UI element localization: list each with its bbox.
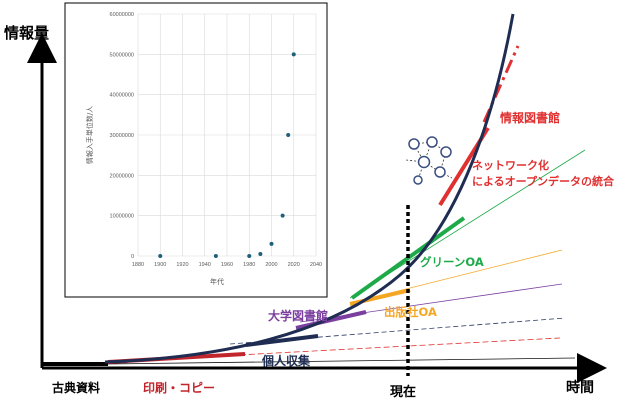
inset-point-2 <box>247 254 252 258</box>
inset-x-tick-label: 1980 <box>243 262 255 268</box>
inset-y-tick-label: 10000000 <box>110 214 134 220</box>
inset-y-tick-label: 20000000 <box>110 173 134 179</box>
inset-point-0 <box>158 254 163 258</box>
now-label: 現在 <box>390 384 416 400</box>
inset-x-tick-label: 1880 <box>132 262 144 268</box>
inset-y-tick-label: 0 <box>131 254 134 260</box>
inset-y-tick-label: 50000000 <box>110 52 134 58</box>
inset-point-4 <box>269 241 274 246</box>
era-segment-library <box>295 310 367 330</box>
inset-x-tick-label: 2020 <box>288 262 300 268</box>
inset-x-axis-label: 年代 <box>210 277 224 286</box>
inset-y-ticks: 0 10000000 20000000 30000000 40000000 5000000… <box>110 12 134 260</box>
inset-chart-frame <box>64 2 328 298</box>
era-label-network-line2: によるオープンデータの統合 <box>472 174 615 188</box>
trend-line-black <box>104 357 576 365</box>
inset-points <box>158 52 296 258</box>
y-axis-label: 情報量 <box>4 24 49 42</box>
inset-chart: 0 10000000 20000000 30000000 40000000 5000000… <box>64 2 328 298</box>
era-label-office: 出版社OA <box>384 305 437 319</box>
inset-point-1 <box>213 254 218 258</box>
era-label-green: グリーンOA <box>420 255 484 269</box>
inset-x-tick-label: 2000 <box>265 262 277 268</box>
inset-x-tick-label: 1940 <box>199 262 211 268</box>
network-graph-icon <box>405 136 453 185</box>
inset-y-tick-label: 60000000 <box>110 12 134 18</box>
inset-y-tick-label: 40000000 <box>110 93 134 99</box>
inset-x-ticks: 1880 1900 1920 1940 1960 1980 2000 2020 2040 <box>132 262 322 268</box>
era-label-personal: 個人収集 <box>261 353 311 368</box>
inset-x-tick-label: 1960 <box>221 262 233 268</box>
era-label-network-line1: ネットワーク化 <box>472 158 549 172</box>
inset-y-axis-label: 情報入手単位数/人 <box>85 106 94 164</box>
era-label-classic: 古典資料 <box>52 380 100 395</box>
era-label-print: 印刷・コピー <box>143 381 215 395</box>
inset-point-7 <box>291 52 296 57</box>
inset-x-tick-label: 1920 <box>176 262 188 268</box>
era-label-info-library: 情報図書館 <box>500 110 560 125</box>
inset-grid <box>137 13 317 257</box>
era-label-network: ネットワーク化 によるオープンデータの統合 <box>472 158 615 188</box>
inset-y-tick-label: 30000000 <box>110 133 134 139</box>
inset-point-5 <box>280 213 285 218</box>
era-label-library: 大学図書館 <box>268 308 328 323</box>
x-axis-label: 時間 <box>566 379 594 396</box>
growth-curve <box>104 13 515 364</box>
inset-x-tick-label: 2040 <box>310 262 322 268</box>
inset-point-3 <box>258 251 263 256</box>
inset-point-6 <box>286 133 291 137</box>
inset-x-tick-label: 1900 <box>154 262 166 268</box>
